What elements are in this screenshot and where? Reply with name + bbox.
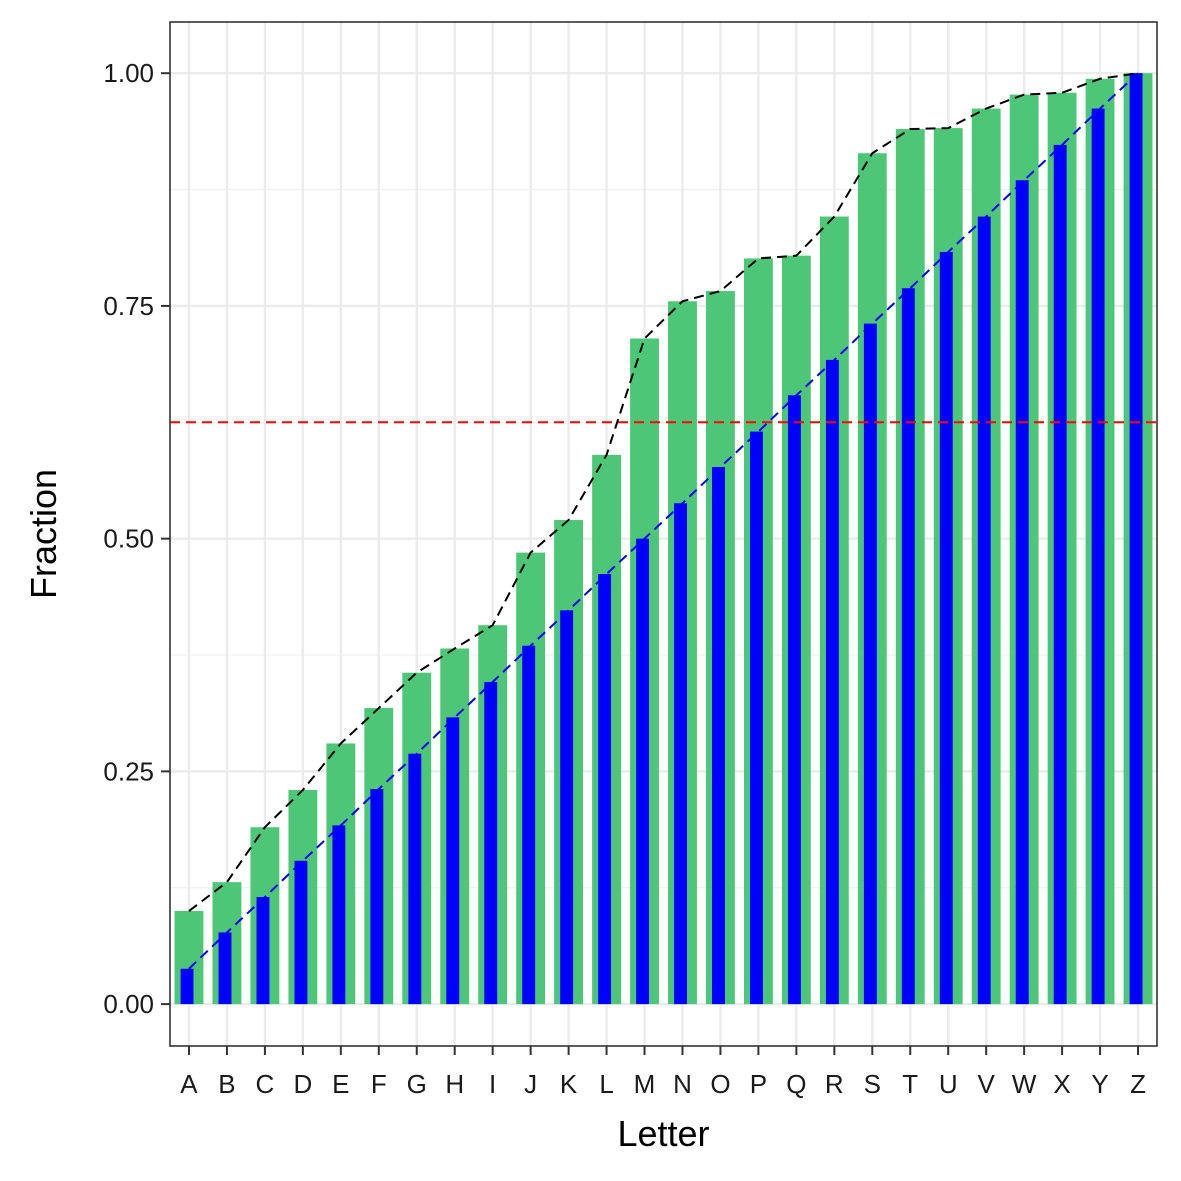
bar-blue [636, 538, 650, 1005]
x-tick-label: A [180, 1069, 198, 1099]
x-tick-label: W [1012, 1069, 1037, 1099]
bar-blue [484, 682, 498, 1005]
bar-blue [712, 466, 725, 1005]
bar-blue [863, 323, 877, 1005]
x-tick-label: Q [786, 1069, 806, 1099]
bar-blue [674, 503, 687, 1005]
x-tick-label: I [489, 1069, 496, 1099]
panel-border [169, 21, 1158, 1047]
bar-blue [180, 968, 194, 1005]
x-tick-label: M [634, 1069, 656, 1099]
y-tick-label: 0.75 [103, 291, 154, 321]
x-axis-title: Letter [617, 1113, 709, 1154]
bar-blue [1053, 144, 1067, 1005]
bar-blue [977, 216, 991, 1005]
x-tick-label: S [864, 1069, 881, 1099]
bar-blue [370, 789, 384, 1005]
x-tick-label: T [902, 1069, 918, 1099]
bar-blue [939, 251, 953, 1005]
bar-blue [1015, 180, 1029, 1005]
x-tick-label: Y [1091, 1069, 1108, 1099]
bar-blue [560, 610, 574, 1005]
x-tick-label: F [371, 1069, 387, 1099]
reference-lines [170, 72, 1157, 970]
x-tick-label: R [825, 1069, 844, 1099]
y-axis-title: Fraction [23, 469, 64, 599]
x-tick-label: X [1053, 1069, 1070, 1099]
y-tick-label: 0.00 [103, 989, 154, 1019]
x-tick-label: G [407, 1069, 427, 1099]
bar-blue [750, 431, 763, 1005]
x-tick-label: P [750, 1069, 767, 1099]
bar-blue [787, 395, 801, 1005]
x-tick-label: U [939, 1069, 958, 1099]
bar-blue [901, 288, 915, 1005]
y-axis: 0.00 0.25 0.50 0.75 1.00 [103, 58, 170, 1019]
bar-blue [825, 359, 839, 1005]
x-tick-label: B [218, 1069, 235, 1099]
bar-blue [1129, 73, 1143, 1005]
x-tick-label: J [524, 1069, 537, 1099]
x-tick-label: E [332, 1069, 349, 1099]
bar-blue [446, 717, 460, 1005]
x-tick-label: L [599, 1069, 613, 1099]
x-tick-label: K [560, 1069, 578, 1099]
bar-blue [598, 574, 612, 1005]
bar-blue [332, 825, 346, 1005]
x-tick-label: V [978, 1069, 996, 1099]
y-tick-label: 0.50 [103, 524, 154, 554]
x-tick-label: C [256, 1069, 275, 1099]
x-tick-label: D [293, 1069, 312, 1099]
y-tick-label: 1.00 [103, 58, 154, 88]
x-tick-label: H [445, 1069, 464, 1099]
x-tick-label: O [710, 1069, 730, 1099]
bar-blue [256, 897, 270, 1005]
cumulative-line-blue [188, 72, 1139, 970]
bar-blue [408, 753, 422, 1005]
bar-blue [218, 932, 232, 1005]
x-tick-label: N [673, 1069, 692, 1099]
bar-blue [522, 645, 536, 1005]
x-tick-label: Z [1130, 1069, 1146, 1099]
y-tick-label: 0.25 [103, 756, 154, 786]
bar-blue [294, 860, 308, 1005]
blue-bars [180, 73, 1143, 1005]
bar-blue [1091, 108, 1105, 1005]
cumulative-line-black [188, 72, 1139, 912]
